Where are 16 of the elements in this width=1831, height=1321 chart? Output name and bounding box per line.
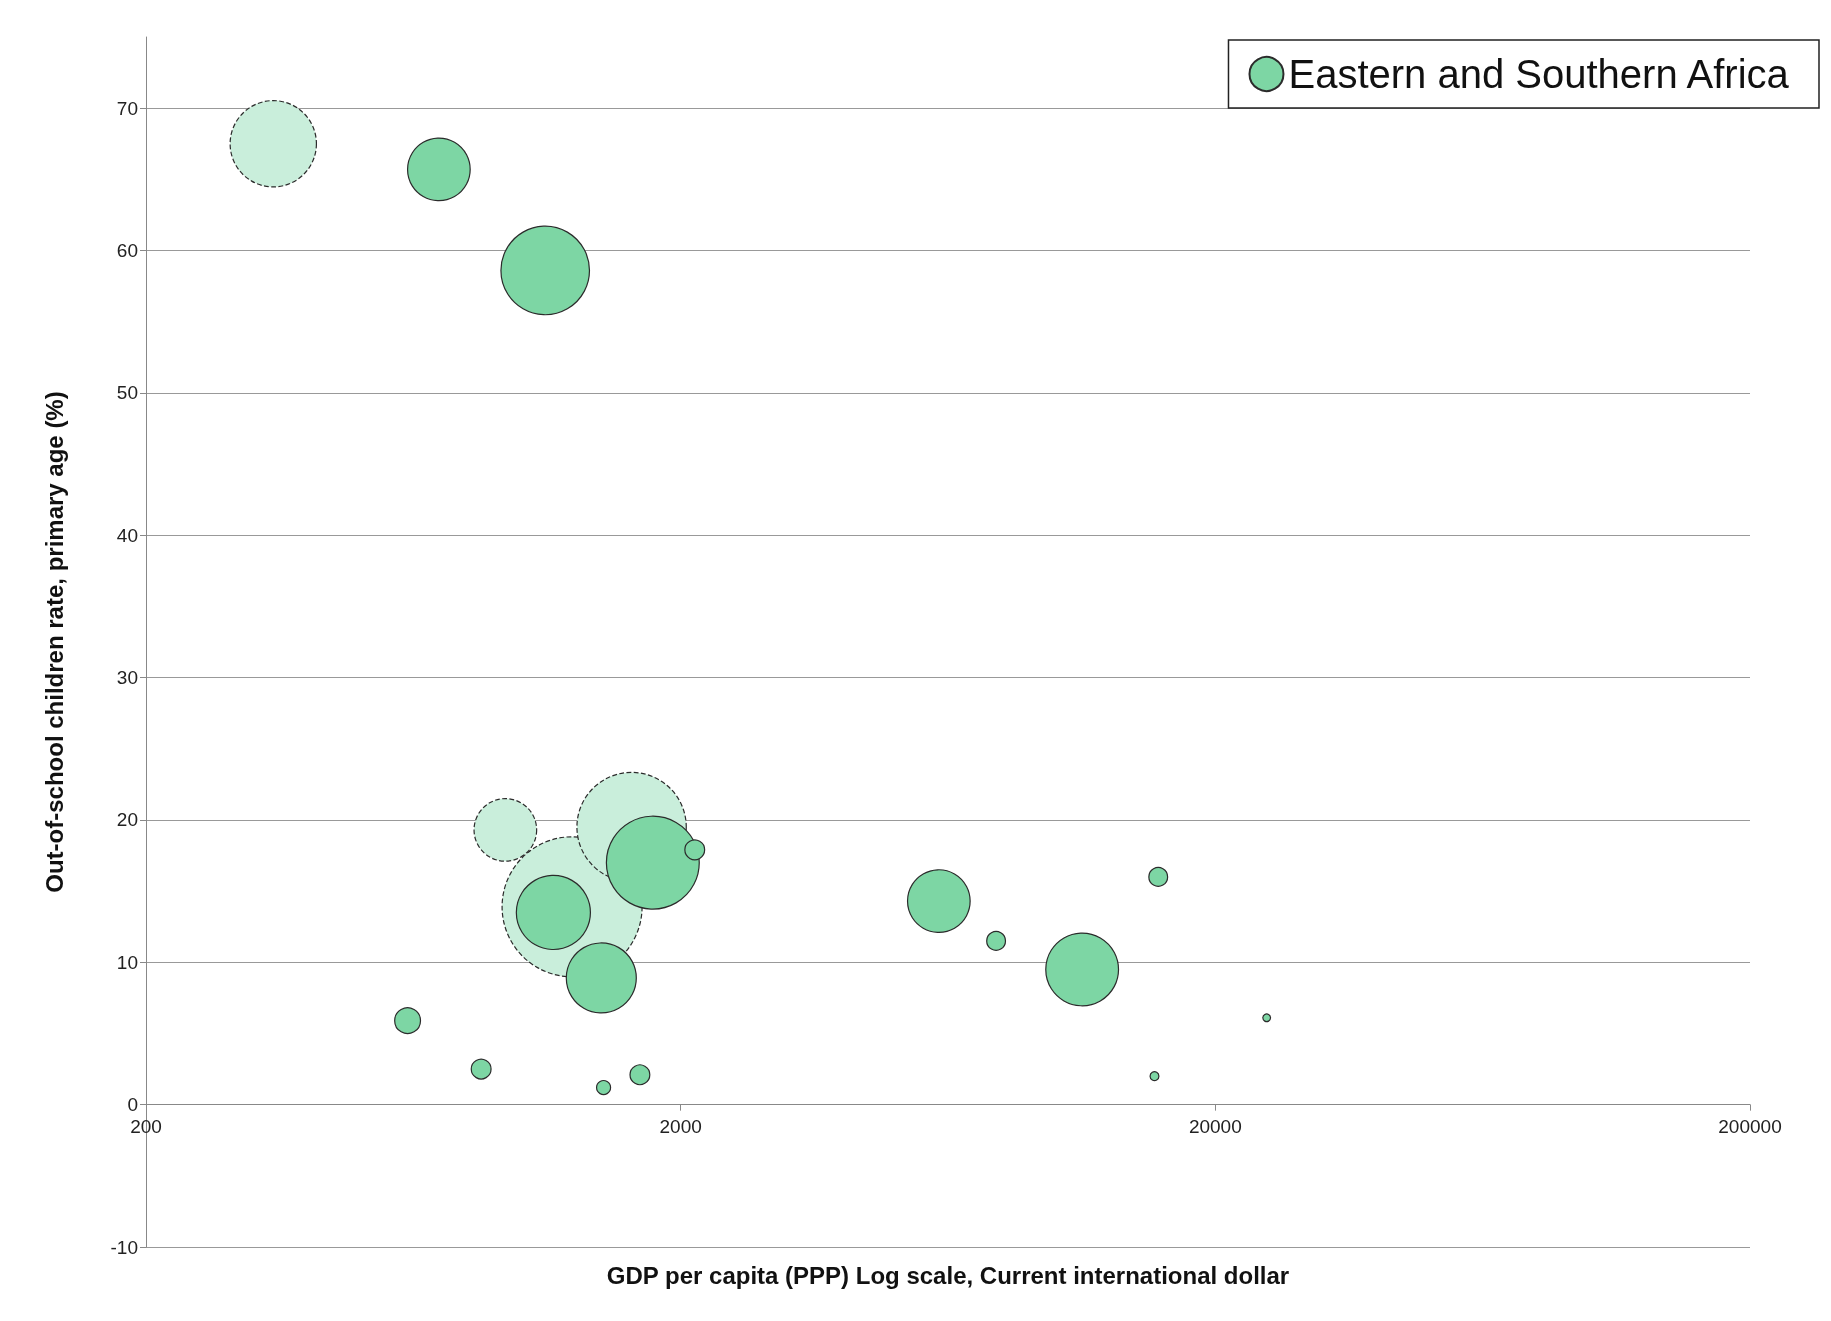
y-tick-label: 40 (116, 524, 138, 546)
y-tick-label: 0 (127, 1094, 138, 1116)
y-tick-label: 50 (116, 382, 138, 404)
y-tick-label: 60 (116, 240, 138, 262)
y-tick-label: 30 (116, 667, 138, 689)
y-tick-label: -10 (110, 1236, 138, 1258)
x-tick-label: 200 (130, 1115, 162, 1137)
y-tick-label: 20 (116, 809, 138, 831)
x-tick-label: 2000 (659, 1115, 702, 1137)
y-axis-title: Out-of-school children rate, primary age (%) (40, 391, 68, 893)
x-tick-label: 20000 (1188, 1115, 1242, 1137)
y-tick-label: 10 (116, 951, 138, 973)
x-tick-label: 200000 (1718, 1115, 1782, 1137)
legend-label: Eastern and Southern Africa (1288, 52, 1790, 96)
y-tick-label: 70 (116, 97, 138, 119)
x-axis-title: GDP per capita (PPP) Log scale, Current international dollar (606, 1261, 1290, 1289)
